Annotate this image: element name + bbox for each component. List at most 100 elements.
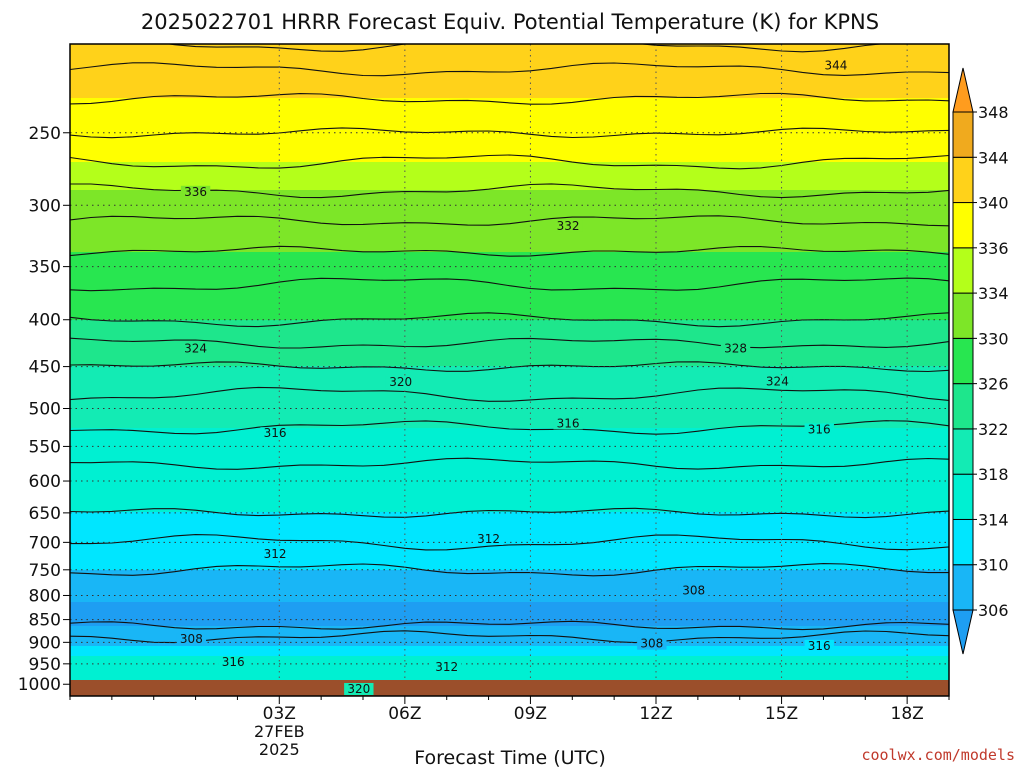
contour-label: 312 xyxy=(435,660,458,674)
field-band xyxy=(70,526,949,529)
field-band xyxy=(70,610,949,613)
field-band xyxy=(70,140,949,143)
contour-line xyxy=(70,507,949,519)
field-band xyxy=(70,658,949,661)
field-band xyxy=(70,328,949,331)
field-band xyxy=(70,564,949,567)
field-band xyxy=(70,586,949,589)
contour-line xyxy=(70,630,949,644)
field-band xyxy=(70,138,949,141)
field-band xyxy=(70,124,949,127)
field-band xyxy=(70,248,949,251)
field-band xyxy=(70,296,949,299)
contour-label-background xyxy=(260,548,290,561)
contour-line xyxy=(70,361,949,373)
field-band xyxy=(70,232,949,235)
field-band xyxy=(70,46,949,49)
y-tick-label: 400 xyxy=(29,311,61,331)
field-band xyxy=(70,628,949,631)
y-tick-label: 950 xyxy=(29,655,61,675)
contour-line xyxy=(70,457,949,470)
field-band xyxy=(70,444,949,447)
field-band xyxy=(70,440,949,443)
field-band xyxy=(70,130,949,133)
colorbar-top-arrow xyxy=(952,67,974,113)
contour-label-background xyxy=(553,219,583,232)
field-band xyxy=(70,134,949,137)
field-band xyxy=(70,672,949,675)
contour-line xyxy=(70,245,949,257)
contour-label: 316 xyxy=(222,655,245,669)
contour-label-background xyxy=(180,342,211,355)
field-band xyxy=(70,590,949,593)
field-band xyxy=(70,602,949,605)
field-band xyxy=(70,184,949,187)
y-tick-label: 550 xyxy=(29,437,61,457)
field-band xyxy=(70,484,949,487)
field-band xyxy=(70,52,949,55)
field-band xyxy=(70,72,949,75)
contour-label-background xyxy=(218,656,248,669)
field-band xyxy=(70,548,949,551)
contour-label: 328 xyxy=(724,342,747,356)
contour-label: 308 xyxy=(640,637,663,651)
field-band xyxy=(70,566,949,569)
field-band xyxy=(70,278,949,281)
colorbar-label: 340 xyxy=(978,194,1009,213)
field-band xyxy=(70,662,949,665)
field-band xyxy=(70,160,949,163)
contour-label-background xyxy=(344,682,374,695)
field-band xyxy=(70,492,949,495)
field-band xyxy=(70,402,949,405)
colorbar-segment xyxy=(952,247,974,294)
field-band xyxy=(70,560,949,563)
field-band xyxy=(70,652,949,655)
field-band xyxy=(70,120,949,123)
field-band xyxy=(70,350,949,353)
field-band xyxy=(70,282,949,285)
y-tick-label: 450 xyxy=(29,358,61,378)
y-tick-label: 900 xyxy=(29,633,61,653)
plot-area-fill xyxy=(70,44,949,696)
field-band xyxy=(70,580,949,583)
field-band xyxy=(70,442,949,445)
field-band xyxy=(70,644,949,647)
colorbar-segment xyxy=(952,518,974,566)
field-band xyxy=(70,618,949,621)
field-band xyxy=(70,530,949,533)
field-band xyxy=(70,414,949,417)
credit-text[interactable]: coolwx.com/models xyxy=(861,746,1015,764)
field-band xyxy=(70,48,949,51)
field-band xyxy=(70,190,949,193)
field-band xyxy=(70,626,949,629)
field-band xyxy=(70,466,949,469)
field-band xyxy=(70,166,949,169)
field-band xyxy=(70,100,949,103)
field-band xyxy=(70,62,949,65)
field-band xyxy=(70,176,949,179)
field-band xyxy=(70,200,949,203)
colorbar-label: 334 xyxy=(978,284,1009,303)
field-band xyxy=(70,240,949,243)
field-band xyxy=(70,310,949,313)
contour-label: 344 xyxy=(825,58,848,72)
field-band xyxy=(70,116,949,119)
field-band xyxy=(70,156,949,159)
field-band xyxy=(70,410,949,413)
field-band xyxy=(70,178,949,181)
field-band xyxy=(70,624,949,627)
field-band xyxy=(70,678,949,681)
field-band xyxy=(70,372,949,375)
field-band xyxy=(70,322,949,325)
field-band xyxy=(70,632,949,635)
field-band xyxy=(70,276,949,279)
field-band xyxy=(70,236,949,239)
contour-line xyxy=(70,420,949,435)
contour-label-background xyxy=(473,532,504,545)
colorbar-label: 326 xyxy=(978,375,1009,394)
field-band xyxy=(70,210,949,213)
field-band xyxy=(70,300,949,303)
field-band xyxy=(70,158,949,161)
field-band xyxy=(70,514,949,517)
field-band xyxy=(70,554,949,557)
